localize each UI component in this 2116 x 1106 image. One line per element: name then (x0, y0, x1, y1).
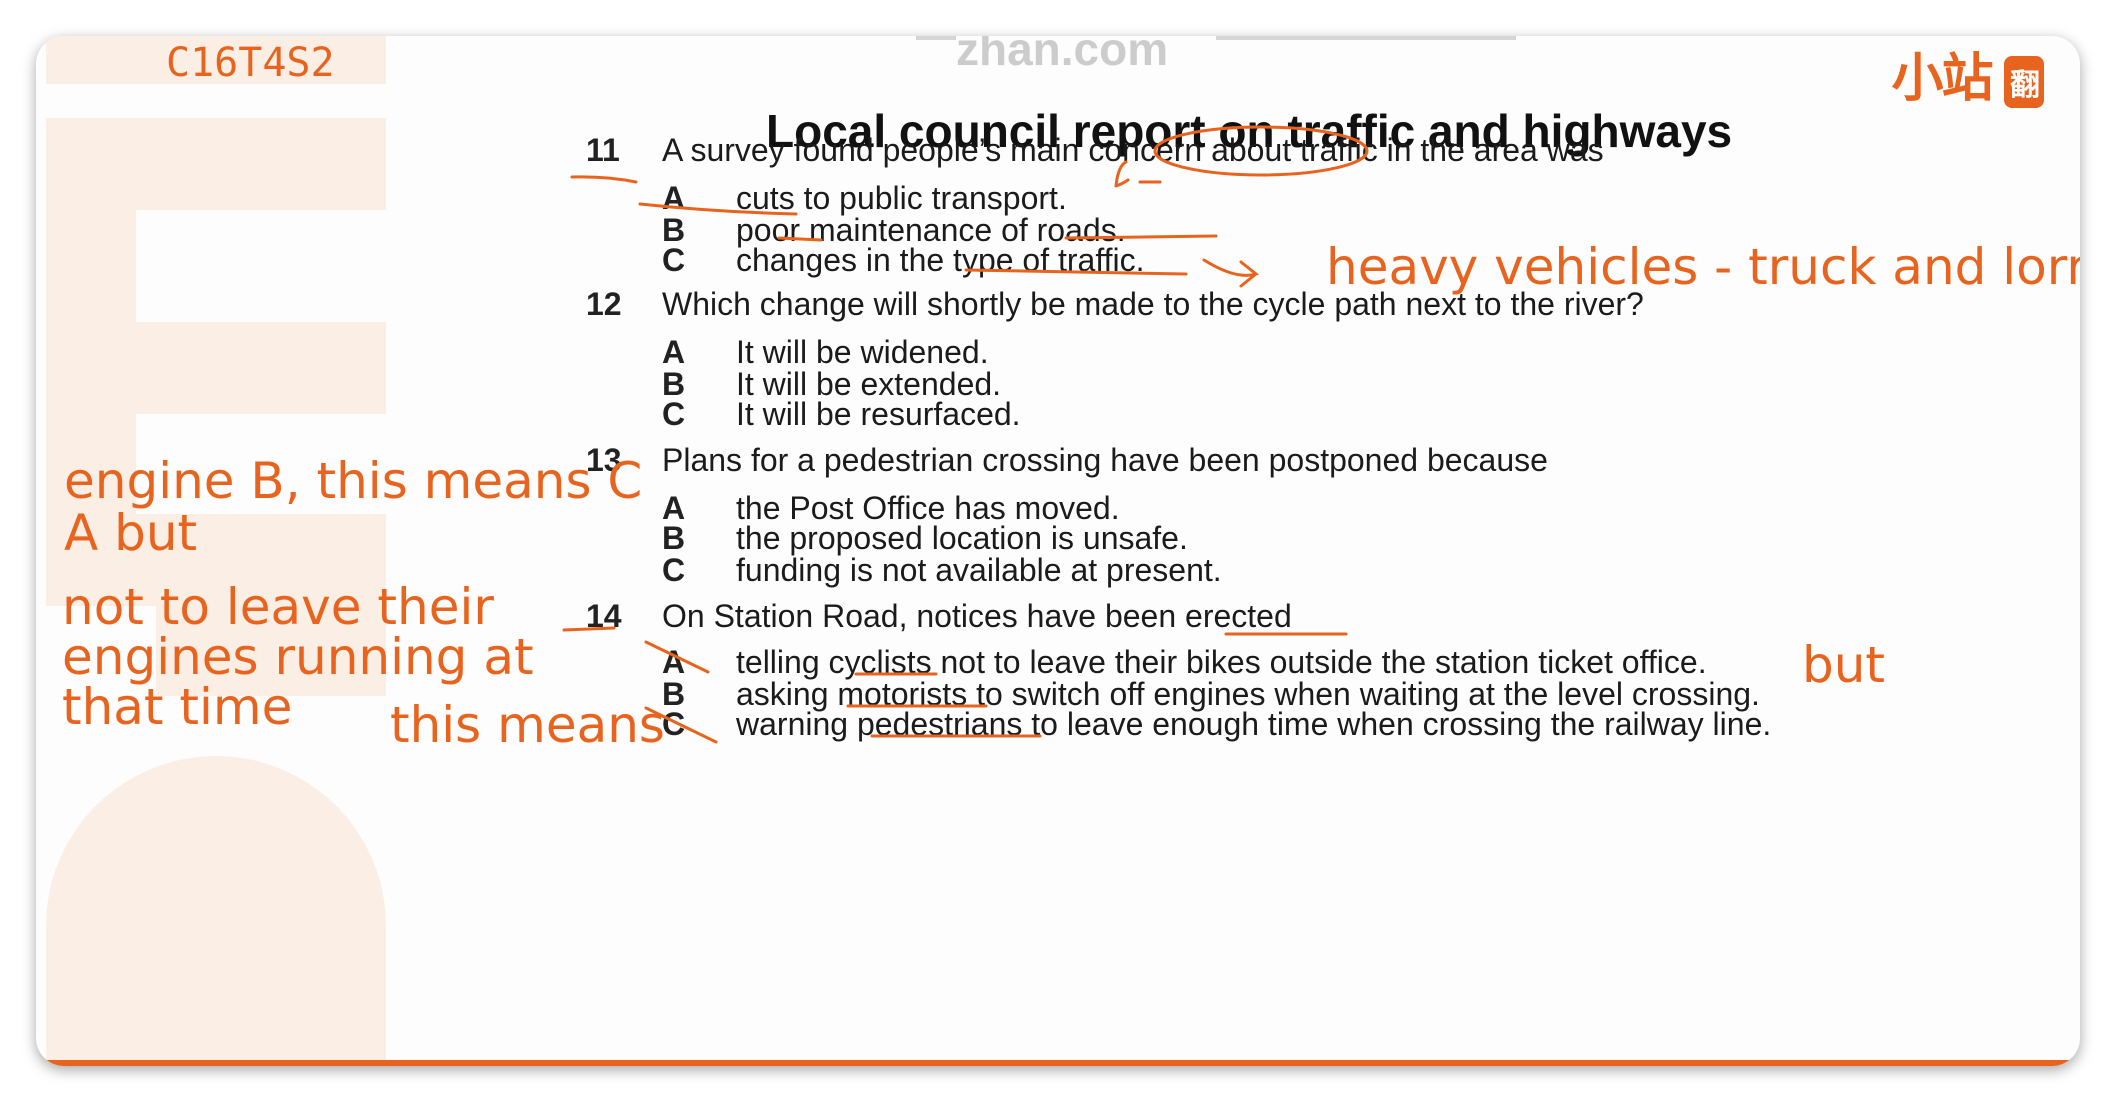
option-letter: B (662, 212, 686, 248)
annotation-note: that time (62, 678, 293, 736)
question-text: A survey found people’s main concern abo… (662, 132, 1604, 168)
annotation-note: this means (390, 696, 665, 754)
option-letter: C (662, 396, 686, 432)
logo-badge: 翻 (2004, 56, 2044, 109)
question-number: 14 (586, 598, 622, 634)
question-number: 11 (586, 132, 620, 168)
document-card: C16T4S2 zhan.com 小站 翻 Local council repo… (36, 36, 2080, 1066)
option-text: It will be resurfaced. (736, 396, 1021, 432)
question-number: 12 (586, 286, 622, 322)
option-letter: C (662, 552, 686, 588)
logo-text: 小站 (1891, 50, 1994, 108)
annotation-note: not to leave their (62, 578, 494, 636)
option-letter: B (662, 520, 686, 556)
option-text: poor maintenance of roads. (736, 212, 1126, 248)
option-text: warning pedestrians to leave enough time… (736, 706, 1772, 742)
option-text: changes in the type of traffic. (736, 242, 1145, 278)
question-text: On Station Road, notices have been erect… (662, 598, 1292, 634)
option-letter: A (662, 490, 686, 526)
side-decoration (36, 36, 556, 1066)
watermark: zhan.com (956, 36, 1169, 75)
question-text: Plans for a pedestrian crossing have bee… (662, 442, 1548, 478)
annotation-note: but (1802, 636, 1886, 694)
option-letter: C (662, 706, 686, 742)
annotation-note: A but (64, 504, 198, 562)
annotation-note: engine B, this means C (64, 452, 643, 510)
question-number: 13 (586, 442, 622, 478)
question-text: Which change will shortly be made to the… (662, 286, 1644, 322)
option-text: the proposed location is unsafe. (736, 520, 1188, 556)
option-text: It will be widened. (736, 334, 989, 370)
brand-logo: 小站 翻 (1892, 36, 2044, 111)
bottom-rule (36, 1060, 2080, 1066)
option-text: funding is not available at present. (736, 552, 1222, 588)
test-code-label: C16T4S2 (166, 40, 335, 86)
annotation-note: heavy vehicles - truck and lorry (1326, 238, 2080, 296)
option-letter: C (662, 242, 686, 278)
option-text: It will be extended. (736, 366, 1002, 402)
option-letter: B (662, 676, 686, 712)
annotation-note: engines running at (62, 628, 534, 686)
option-letter: A (662, 334, 686, 370)
option-text: the Post Office has moved. (736, 490, 1120, 526)
option-letter: B (662, 366, 686, 402)
